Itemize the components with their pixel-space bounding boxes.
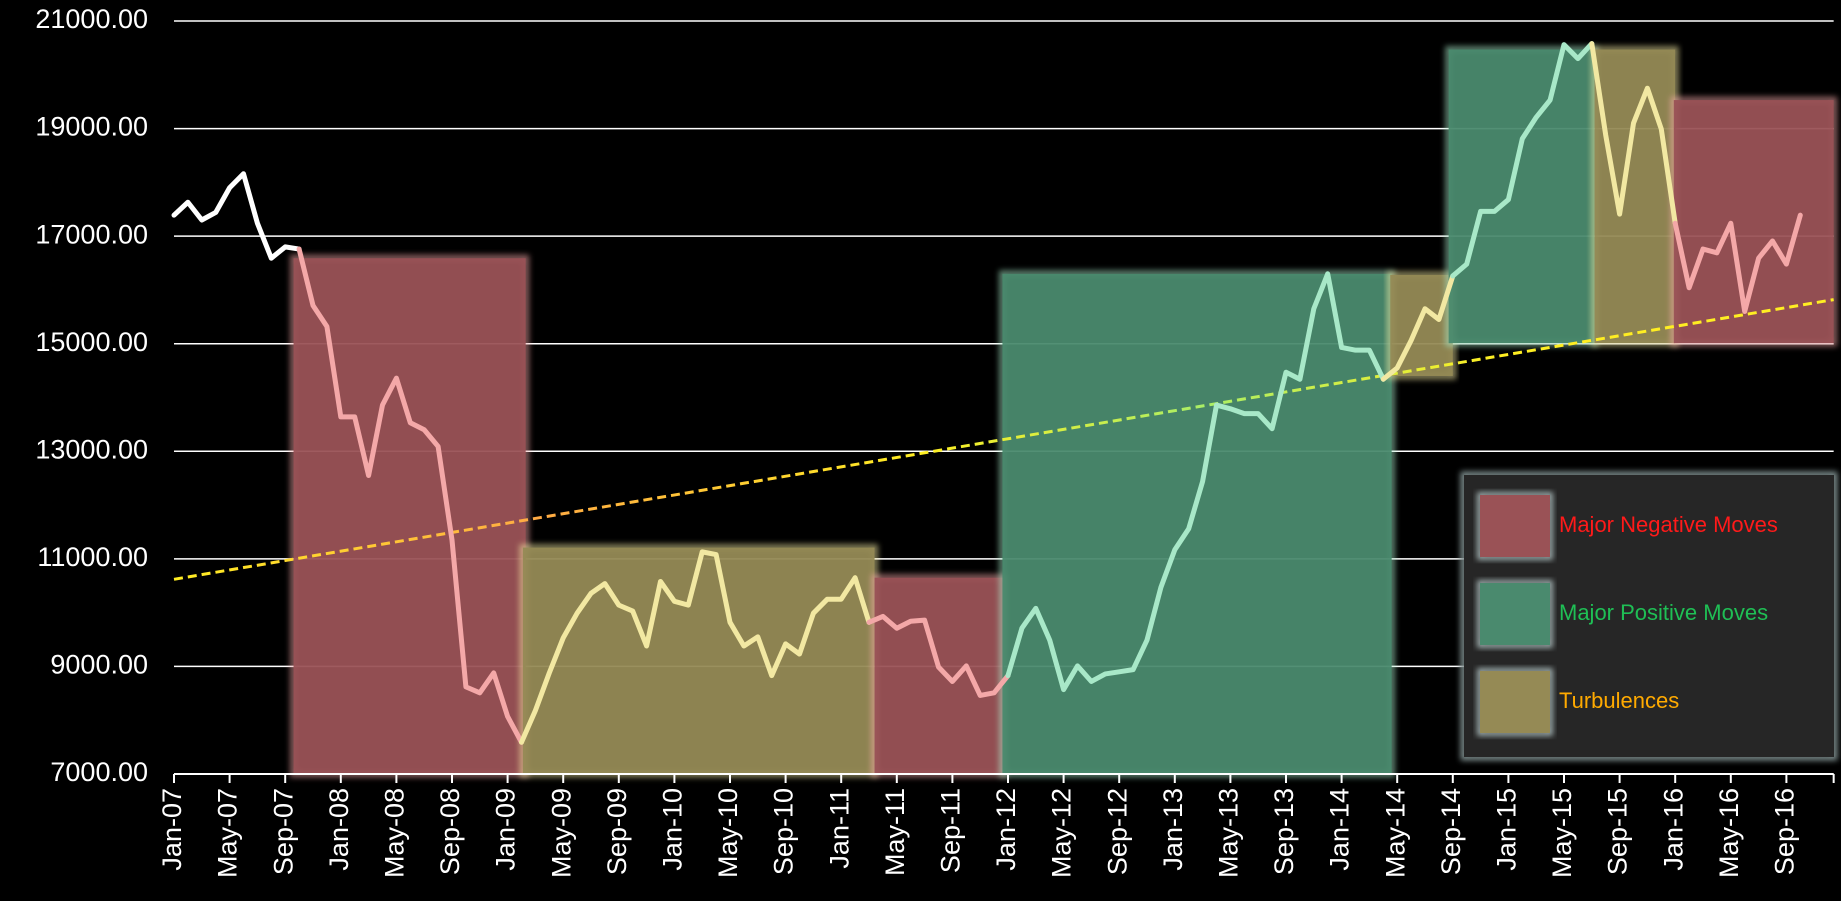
region	[1448, 49, 1595, 344]
x-tick-label: May-09	[546, 788, 576, 878]
x-tick-label: May-08	[380, 788, 410, 878]
legend-label: Major Negative Moves	[1559, 512, 1778, 537]
x-tick-label: Sep-13	[1269, 788, 1299, 875]
x-tick-label: Jan-12	[991, 788, 1021, 871]
x-tick-label: Sep-11	[936, 788, 966, 873]
line-segment	[519, 549, 872, 745]
y-tick-label: 9000.00	[50, 650, 148, 680]
x-tick-label: May-16	[1714, 788, 1744, 878]
y-tick-label: 13000.00	[35, 434, 148, 464]
x-tick-label: May-13	[1214, 788, 1244, 878]
line-segment	[1672, 212, 1803, 314]
legend-swatch	[1480, 671, 1550, 733]
x-tick-label: May-10	[713, 788, 743, 878]
line-segment	[1380, 273, 1456, 382]
y-tick-label: 17000.00	[35, 219, 148, 249]
y-tick-label: 21000.00	[35, 4, 148, 34]
x-tick-label: May-11	[880, 788, 910, 876]
legend-label: Major Positive Moves	[1559, 600, 1768, 625]
x-tick-label: May-14	[1380, 788, 1410, 878]
x-tick-label: Jan-13	[1158, 788, 1188, 871]
x-tick-label: Sep-08	[435, 788, 465, 875]
x-tick-label: Sep-10	[769, 788, 799, 875]
regions	[290, 46, 1838, 778]
line-segment	[296, 246, 524, 745]
legend-swatch	[1480, 583, 1550, 645]
x-tick-label: Jan-10	[658, 788, 688, 871]
x-tick-label: Jan-16	[1658, 788, 1688, 871]
line-segment	[1450, 41, 1595, 279]
x-tick-label: Sep-16	[1770, 788, 1800, 875]
region	[1594, 49, 1676, 344]
line-segment	[866, 613, 1011, 698]
legend-swatch	[1480, 495, 1550, 557]
x-tick-label: Jan-08	[324, 788, 354, 871]
axes: 7000.00 9000.00 11000.00 13000.00 15000.00 17…	[35, 4, 1835, 878]
x-tick-label: Sep-14	[1436, 788, 1466, 875]
x-tick-label: Sep-09	[602, 788, 632, 875]
x-tick-label: Sep-07	[268, 788, 298, 875]
x-tick-label: Jan-07	[157, 788, 187, 871]
x-tick-label: Sep-15	[1603, 788, 1633, 875]
region	[874, 577, 1004, 774]
x-tick-label: Jan-11	[824, 788, 854, 869]
x-tick-label: Jan-14	[1325, 788, 1355, 871]
x-tick-label: Jan-15	[1492, 788, 1522, 871]
x-tick-label: May-07	[213, 788, 243, 878]
region	[1673, 100, 1834, 344]
region	[293, 258, 526, 774]
line	[171, 41, 1803, 745]
x-tick-label: Sep-12	[1102, 788, 1132, 875]
line-segment	[171, 171, 302, 261]
legend-label: Turbulences	[1559, 688, 1679, 713]
region	[522, 547, 875, 774]
y-tick-label: 15000.00	[35, 327, 148, 357]
line-segment	[1005, 271, 1386, 693]
y-tick-label: 7000.00	[50, 757, 148, 787]
region	[1002, 273, 1392, 774]
x-tick-label: May-15	[1547, 788, 1577, 878]
y-tick-label: 19000.00	[35, 112, 148, 142]
x-tick-label: May-12	[1047, 788, 1077, 878]
legend: Major Negative Moves Major Positive Moves…	[1460, 471, 1838, 761]
y-tick-label: 11000.00	[37, 542, 148, 572]
line-segment	[1589, 41, 1678, 226]
x-tick-label: Jan-09	[491, 788, 521, 871]
